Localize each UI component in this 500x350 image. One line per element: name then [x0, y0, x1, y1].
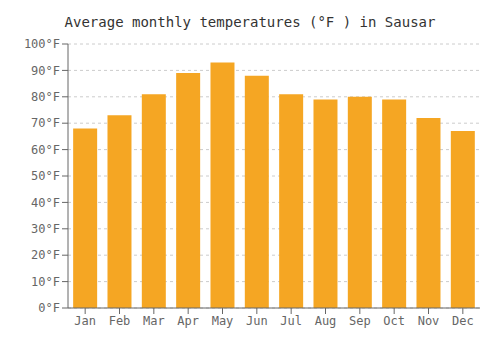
svg-text:80°F: 80°F [31, 90, 60, 104]
svg-text:Oct: Oct [383, 314, 405, 328]
svg-text:Jan: Jan [74, 314, 96, 328]
svg-text:100°F: 100°F [24, 37, 60, 51]
svg-text:90°F: 90°F [31, 64, 60, 78]
svg-text:20°F: 20°F [31, 248, 60, 262]
svg-text:Sep: Sep [349, 314, 371, 328]
svg-text:50°F: 50°F [31, 169, 60, 183]
svg-text:Jun: Jun [246, 314, 268, 328]
svg-text:Feb: Feb [109, 314, 131, 328]
svg-text:Nov: Nov [418, 314, 440, 328]
svg-text:Jul: Jul [280, 314, 302, 328]
svg-text:Aug: Aug [315, 314, 337, 328]
svg-text:10°F: 10°F [31, 275, 60, 289]
svg-text:Mar: Mar [143, 314, 165, 328]
html-text:Average monthly temperatures (: Average monthly temperatures (°F ) in Sa… [64, 14, 436, 30]
svg-text:May: May [212, 314, 234, 328]
svg-text:Dec: Dec [452, 314, 474, 328]
svg-text:40°F: 40°F [31, 196, 60, 210]
svg-text:0°F: 0°F [38, 301, 60, 315]
svg-text:70°F: 70°F [31, 116, 60, 130]
svg-text:Apr: Apr [177, 314, 199, 328]
svg-text:60°F: 60°F [31, 143, 60, 157]
svg-text:30°F: 30°F [31, 222, 60, 236]
